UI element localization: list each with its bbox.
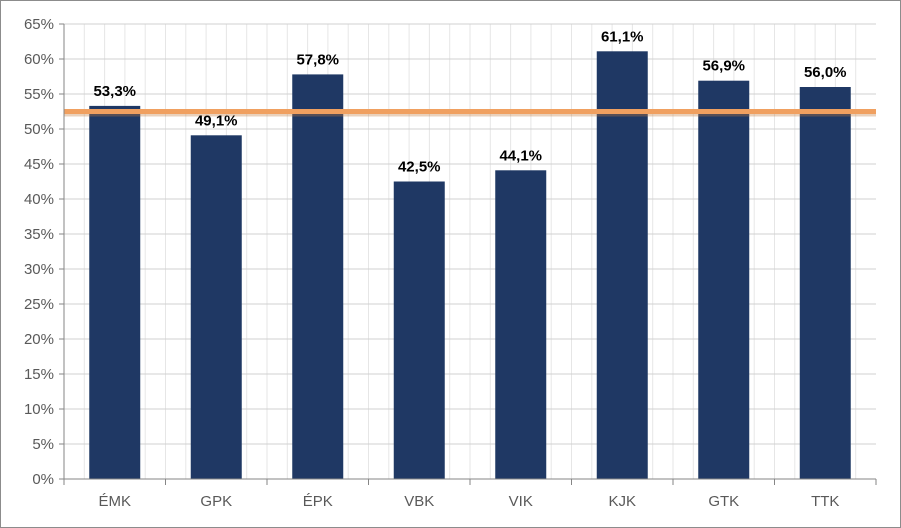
y-tick-label: 30% [24, 261, 54, 278]
x-tick-label: VBK [404, 493, 434, 510]
bar [698, 80, 750, 479]
y-tick-label: 45% [24, 156, 54, 173]
bar [495, 170, 547, 480]
bar [89, 105, 141, 480]
x-tick-label: VIK [509, 493, 533, 510]
data-label: 61,1% [601, 28, 644, 45]
data-label: 56,0% [804, 64, 847, 81]
x-tick-label: GTK [708, 493, 739, 510]
y-tick-label: 0% [32, 471, 54, 488]
bars [89, 51, 851, 480]
bar [292, 74, 344, 480]
x-tick-label: ÉMK [98, 493, 131, 510]
labels: 0% 5% 10% 15% 20% 25% 30% 35% 40% 45% 50% 55% 60% 65%… [24, 16, 847, 510]
y-tick-label: 35% [24, 226, 54, 243]
x-tick-label: KJK [608, 493, 636, 510]
x-tick-label: ÉPK [303, 493, 333, 510]
y-tick-label: 40% [24, 191, 54, 208]
gridlines [64, 23, 876, 479]
data-label: 56,9% [702, 58, 745, 75]
x-tick-label: GPK [200, 493, 232, 510]
data-label: 57,8% [296, 51, 339, 68]
data-label: 49,1% [195, 112, 238, 129]
data-label: 44,1% [499, 147, 542, 164]
data-label: 42,5% [398, 159, 441, 176]
bar [393, 181, 445, 479]
bar [596, 51, 648, 480]
y-tick-label: 60% [24, 51, 54, 68]
axes [59, 23, 877, 485]
bar [190, 135, 242, 480]
y-tick-label: 20% [24, 331, 54, 348]
reference-line-group [64, 109, 876, 117]
x-tick-label: TTK [811, 493, 839, 510]
y-tick-label: 55% [24, 86, 54, 103]
data-label: 53,3% [93, 83, 136, 100]
bar [799, 87, 851, 479]
y-tick-label: 50% [24, 121, 54, 138]
y-tick-label: 5% [32, 436, 54, 453]
y-tick-label: 25% [24, 296, 54, 313]
y-tick-label: 15% [24, 366, 54, 383]
y-tick-label: 10% [24, 401, 54, 418]
y-tick-label: 65% [24, 16, 54, 33]
